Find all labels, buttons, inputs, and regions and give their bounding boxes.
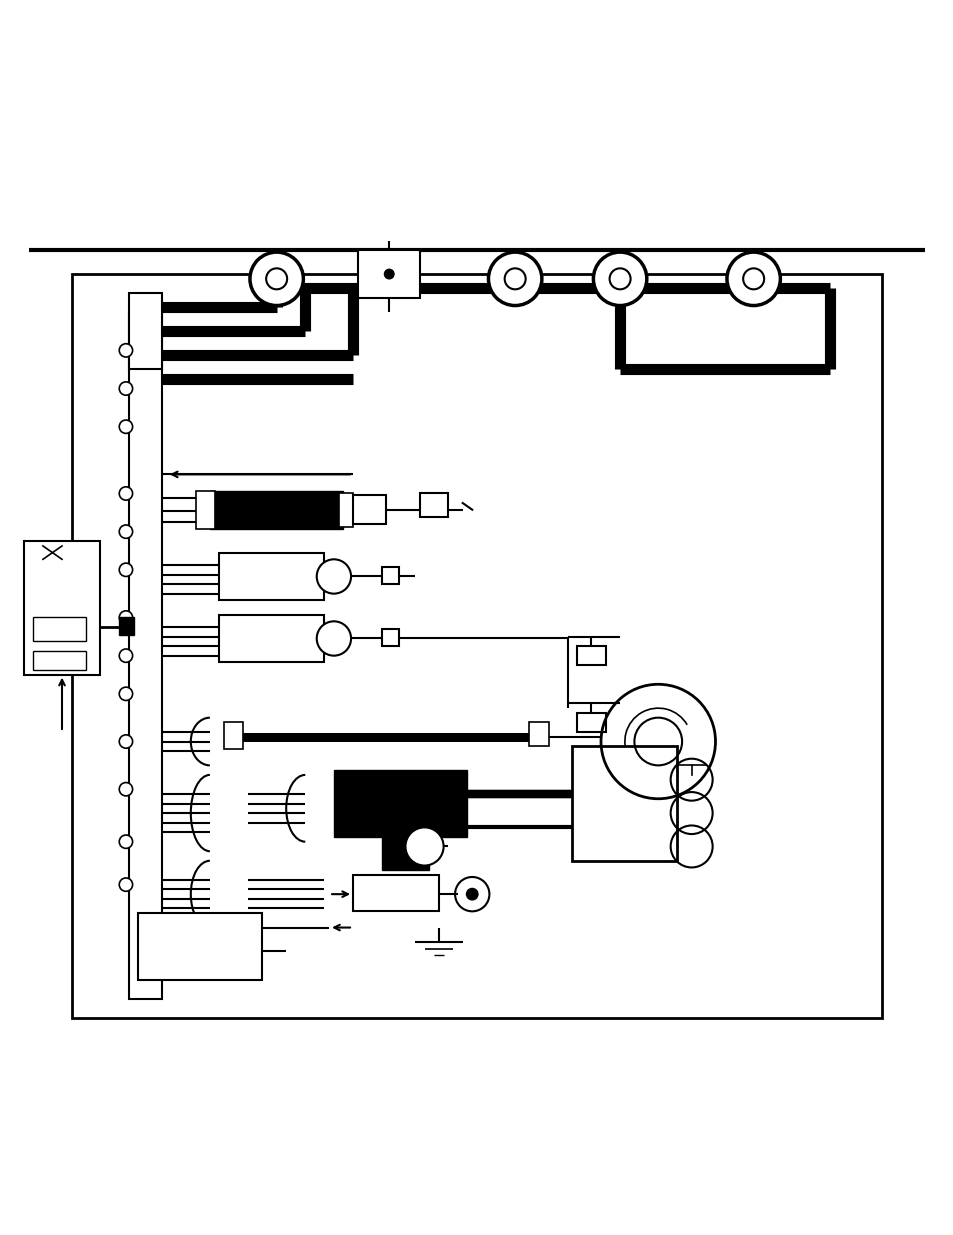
Bar: [577, 713, 605, 732]
Circle shape: [316, 559, 351, 594]
Circle shape: [119, 687, 132, 700]
Bar: [353, 876, 438, 911]
Circle shape: [119, 563, 132, 577]
Bar: [129, 293, 162, 369]
Bar: [138, 913, 262, 981]
Circle shape: [405, 827, 443, 866]
Bar: [334, 771, 467, 837]
Bar: [381, 629, 398, 646]
Circle shape: [119, 525, 132, 538]
Circle shape: [119, 487, 132, 500]
Bar: [119, 618, 133, 635]
Circle shape: [119, 783, 132, 795]
Bar: [195, 490, 214, 529]
Circle shape: [119, 835, 132, 848]
Circle shape: [119, 878, 132, 892]
Circle shape: [726, 252, 780, 305]
Circle shape: [250, 252, 303, 305]
Bar: [381, 567, 398, 584]
Bar: [577, 646, 605, 666]
Circle shape: [488, 252, 541, 305]
Circle shape: [119, 611, 132, 624]
Bar: [572, 746, 677, 861]
Bar: [419, 494, 448, 517]
Circle shape: [316, 621, 351, 656]
Bar: [33, 618, 86, 641]
Circle shape: [119, 343, 132, 357]
Circle shape: [593, 252, 646, 305]
Bar: [338, 494, 353, 527]
Bar: [353, 495, 386, 524]
Bar: [24, 541, 100, 674]
Circle shape: [119, 382, 132, 395]
Bar: [381, 818, 429, 871]
Bar: [33, 651, 86, 669]
Bar: [71, 274, 882, 1018]
Circle shape: [384, 269, 394, 279]
Bar: [129, 312, 162, 999]
Bar: [529, 722, 548, 746]
Circle shape: [119, 420, 132, 433]
Circle shape: [119, 648, 132, 662]
Bar: [210, 490, 343, 529]
Bar: [224, 722, 243, 750]
Circle shape: [466, 888, 477, 900]
Bar: [357, 251, 419, 298]
Bar: [219, 615, 324, 662]
Bar: [219, 552, 324, 600]
Circle shape: [119, 735, 132, 748]
